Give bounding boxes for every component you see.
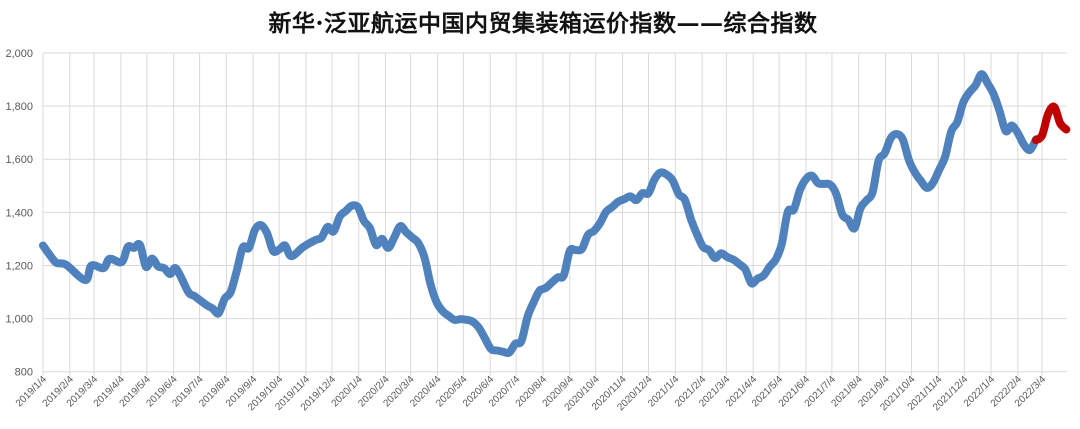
y-tick-label: 800 xyxy=(15,367,33,379)
y-axis-labels: 2,000 1,800 1,600 1,400 1,200 1,000 800 xyxy=(5,48,33,379)
y-tick-label: 1,200 xyxy=(5,260,33,272)
data-series xyxy=(39,70,1071,358)
horizontal-gridlines xyxy=(43,52,1067,373)
y-tick-label: 1,000 xyxy=(5,314,33,326)
y-tick-label: 1,600 xyxy=(5,154,33,166)
x-axis-labels: 2019/1/42019/2/42019/3/42019/4/42019/5/4… xyxy=(14,374,1049,414)
vertical-gridlines xyxy=(42,53,1043,376)
y-tick-label: 1,800 xyxy=(5,101,33,113)
chart-title: 新华·泛亚航运中国内贸集装箱运价指数——综合指数 xyxy=(268,10,818,37)
series-line-red xyxy=(1032,102,1071,145)
series-line-blue xyxy=(39,70,1040,358)
y-tick-label: 1,400 xyxy=(5,207,33,219)
y-tick-label: 2,000 xyxy=(5,48,33,60)
